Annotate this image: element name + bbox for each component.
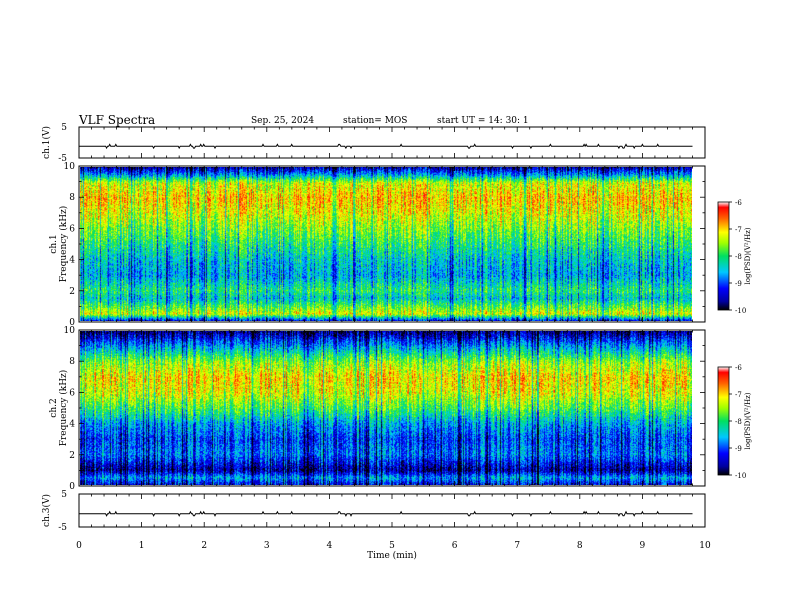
y-tick-label: 10	[64, 326, 76, 336]
waveform-y-label: ch.3(V)	[41, 494, 52, 527]
colorbar-tick-label: -7	[735, 226, 742, 234]
y-axis-label-frequency: Frequency (kHz)	[58, 206, 69, 283]
x-tick-label: 3	[264, 541, 270, 551]
y-tick-label: 5	[61, 490, 67, 500]
y-tick-label: 0	[69, 482, 75, 492]
start-time-label: start UT = 14: 30: 1	[437, 116, 529, 126]
x-tick-label: 0	[76, 541, 82, 551]
colorbar-tick-label: -10	[735, 472, 746, 480]
ch1-spectrogram	[80, 167, 692, 321]
colorbar-tick-label: -8	[735, 253, 742, 261]
x-tick-label: 6	[452, 541, 458, 551]
colorbar-tick-label: -8	[735, 418, 742, 426]
colorbar-tick-label: -6	[735, 364, 742, 372]
y-tick-label: 6	[69, 224, 75, 234]
x-tick-label: 5	[389, 541, 395, 551]
y-tick-label: -5	[58, 523, 67, 533]
waveform-trace	[79, 143, 693, 150]
y-tick-label: 8	[69, 193, 75, 203]
ch2-spectrogram	[80, 331, 692, 485]
x-tick-label: 8	[577, 541, 583, 551]
ch1-colorbar	[717, 201, 730, 311]
x-axis-label: Time (min)	[367, 550, 417, 561]
x-tick-label: 1	[139, 541, 145, 551]
y-axis-label-channel: ch.1	[49, 234, 59, 253]
x-tick-label: 10	[699, 541, 711, 551]
waveform-trace	[79, 510, 693, 517]
y-tick-label: 6	[69, 388, 75, 398]
y-tick-label: 10	[64, 162, 76, 172]
station-label: station= MOS	[343, 116, 408, 126]
y-tick-label: 8	[69, 357, 75, 367]
y-tick-label: 4	[69, 256, 75, 266]
y-tick-label: 5	[61, 123, 67, 133]
colorbar-tick-label: -6	[735, 199, 742, 207]
x-tick-label: 9	[640, 541, 646, 551]
ch2-colorbar	[717, 366, 730, 476]
colorbar-label: log(PSD)(V²/Hz)	[744, 392, 752, 449]
y-tick-label: 2	[69, 287, 75, 297]
x-tick-label: 4	[327, 541, 333, 551]
y-axis-label-channel: ch.2	[49, 398, 59, 417]
colorbar-tick-label: -7	[735, 391, 742, 399]
colorbar-tick-label: -10	[735, 307, 746, 315]
y-tick-label: 0	[69, 318, 75, 328]
chart-title: VLF Spectra	[79, 113, 156, 127]
date-label: Sep. 25, 2024	[251, 116, 315, 126]
x-tick-label: 2	[201, 541, 207, 551]
y-tick-label: 2	[69, 451, 75, 461]
y-axis-label-frequency: Frequency (kHz)	[58, 370, 69, 447]
y-tick-label: 4	[69, 420, 75, 430]
colorbar-tick-label: -9	[735, 280, 742, 288]
colorbar-label: log(PSD)(V²/Hz)	[744, 227, 752, 284]
x-tick-label: 7	[514, 541, 520, 551]
waveform-y-label: ch.1(V)	[41, 126, 52, 159]
colorbar-tick-label: -9	[735, 445, 742, 453]
y-tick-label: -5	[58, 154, 67, 164]
